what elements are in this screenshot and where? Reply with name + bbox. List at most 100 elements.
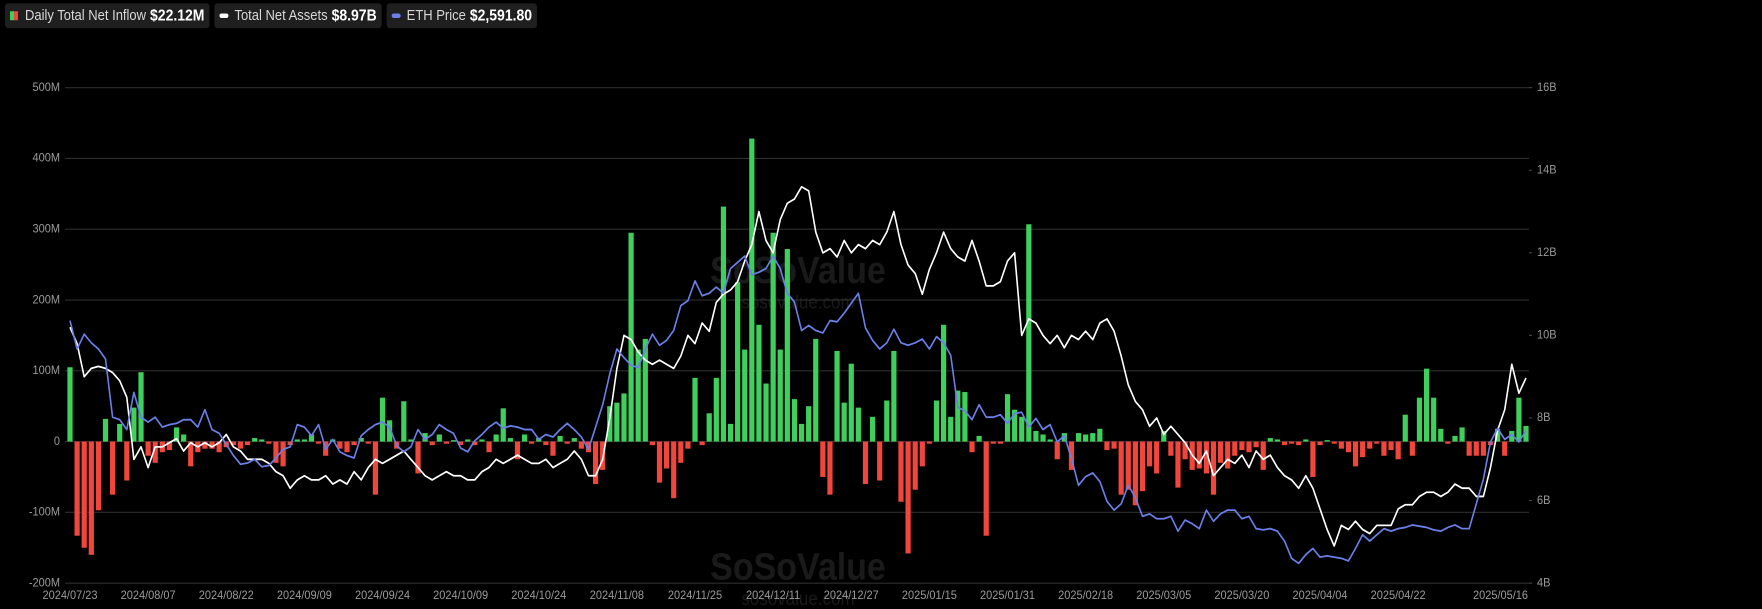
bar xyxy=(862,441,869,485)
bar xyxy=(1367,441,1373,449)
bar xyxy=(948,416,954,442)
x-tick-label: 2024/10/09 xyxy=(433,588,488,602)
bar xyxy=(486,441,492,453)
bar xyxy=(884,400,890,442)
bar xyxy=(1168,441,1174,456)
bar xyxy=(656,441,663,483)
bar xyxy=(152,441,158,463)
bar xyxy=(1345,441,1352,453)
bar xyxy=(1338,441,1344,449)
legend-value: $2,591.80 xyxy=(470,8,532,25)
bar xyxy=(571,438,577,442)
bar xyxy=(820,441,826,477)
bar xyxy=(763,383,769,442)
bar xyxy=(450,440,457,442)
bar xyxy=(344,441,350,453)
bar xyxy=(905,441,911,554)
bar xyxy=(514,441,521,460)
bar xyxy=(1466,441,1472,456)
bar xyxy=(443,441,450,444)
legend-box xyxy=(386,3,538,29)
bar xyxy=(933,400,940,442)
bar xyxy=(1054,441,1060,460)
watermark-url: sosovalue.com xyxy=(741,588,854,609)
bar xyxy=(706,413,712,442)
bar xyxy=(791,399,798,442)
bar xyxy=(877,441,883,481)
bar xyxy=(699,441,705,446)
bar xyxy=(848,363,854,442)
bar xyxy=(1026,224,1032,442)
legend-swatch xyxy=(219,13,229,18)
bar xyxy=(500,408,506,442)
bar xyxy=(1516,397,1522,442)
bar xyxy=(1416,397,1423,442)
bar xyxy=(372,441,379,495)
bar xyxy=(749,138,755,442)
y-tick-label: 500M xyxy=(32,80,60,94)
bar xyxy=(1047,439,1053,442)
y2-tick-label: 14B xyxy=(1537,163,1557,177)
bar xyxy=(642,338,648,442)
bar xyxy=(1217,441,1224,463)
bar xyxy=(415,441,421,474)
bar xyxy=(358,438,364,442)
bar xyxy=(1004,394,1011,442)
bar xyxy=(1125,441,1131,490)
bar xyxy=(635,349,641,442)
x-tick-label: 2024/09/09 xyxy=(277,588,332,602)
bar xyxy=(1445,441,1451,444)
bar xyxy=(784,249,790,442)
legend-label: Daily Total Net Inflow xyxy=(25,6,147,23)
bar xyxy=(1267,438,1273,442)
bar xyxy=(529,441,535,444)
y2-tick-label: 8B xyxy=(1537,411,1551,425)
bar xyxy=(1210,441,1217,495)
bar xyxy=(230,441,236,446)
legend-box xyxy=(214,3,382,29)
bar xyxy=(1175,441,1181,488)
x-tick-label: 2025/04/04 xyxy=(1293,588,1348,602)
x-tick-label: 2024/10/24 xyxy=(511,588,566,602)
bar xyxy=(685,441,691,449)
bar xyxy=(1040,434,1046,442)
bar xyxy=(188,441,194,467)
bar xyxy=(266,441,272,444)
bar xyxy=(1423,368,1430,442)
bar xyxy=(742,349,748,442)
bar xyxy=(1019,416,1025,442)
bar xyxy=(969,441,975,453)
bar xyxy=(124,441,130,481)
y-tick-label: -200M xyxy=(29,576,60,590)
bar xyxy=(1232,441,1238,456)
bar xyxy=(607,406,613,442)
bar xyxy=(301,439,307,442)
bar xyxy=(259,439,265,442)
bar xyxy=(1296,441,1302,446)
bar xyxy=(110,441,116,495)
bar xyxy=(827,441,833,495)
y2-tick-label: 16B xyxy=(1537,80,1557,94)
y-tick-label: 100M xyxy=(32,363,60,377)
bar xyxy=(81,441,87,548)
bar xyxy=(1111,441,1117,449)
legend-swatch xyxy=(10,11,14,21)
watermark: SoSoValue sosovalue.com SoSoValue sosova… xyxy=(710,248,886,609)
bar xyxy=(628,232,634,442)
bar xyxy=(102,418,109,442)
bar xyxy=(1523,426,1529,442)
bar xyxy=(1239,441,1245,451)
bar xyxy=(955,390,961,442)
bar xyxy=(1480,441,1486,456)
bar xyxy=(95,441,102,511)
y-tick-label: 0 xyxy=(54,434,61,448)
bar xyxy=(166,441,173,451)
bar xyxy=(138,372,144,442)
bar xyxy=(869,416,876,442)
bar xyxy=(976,435,982,442)
bar xyxy=(557,435,563,442)
bar xyxy=(990,441,996,444)
bar xyxy=(422,433,428,442)
legend-item: ETH Price $2,591.80 xyxy=(386,3,538,29)
